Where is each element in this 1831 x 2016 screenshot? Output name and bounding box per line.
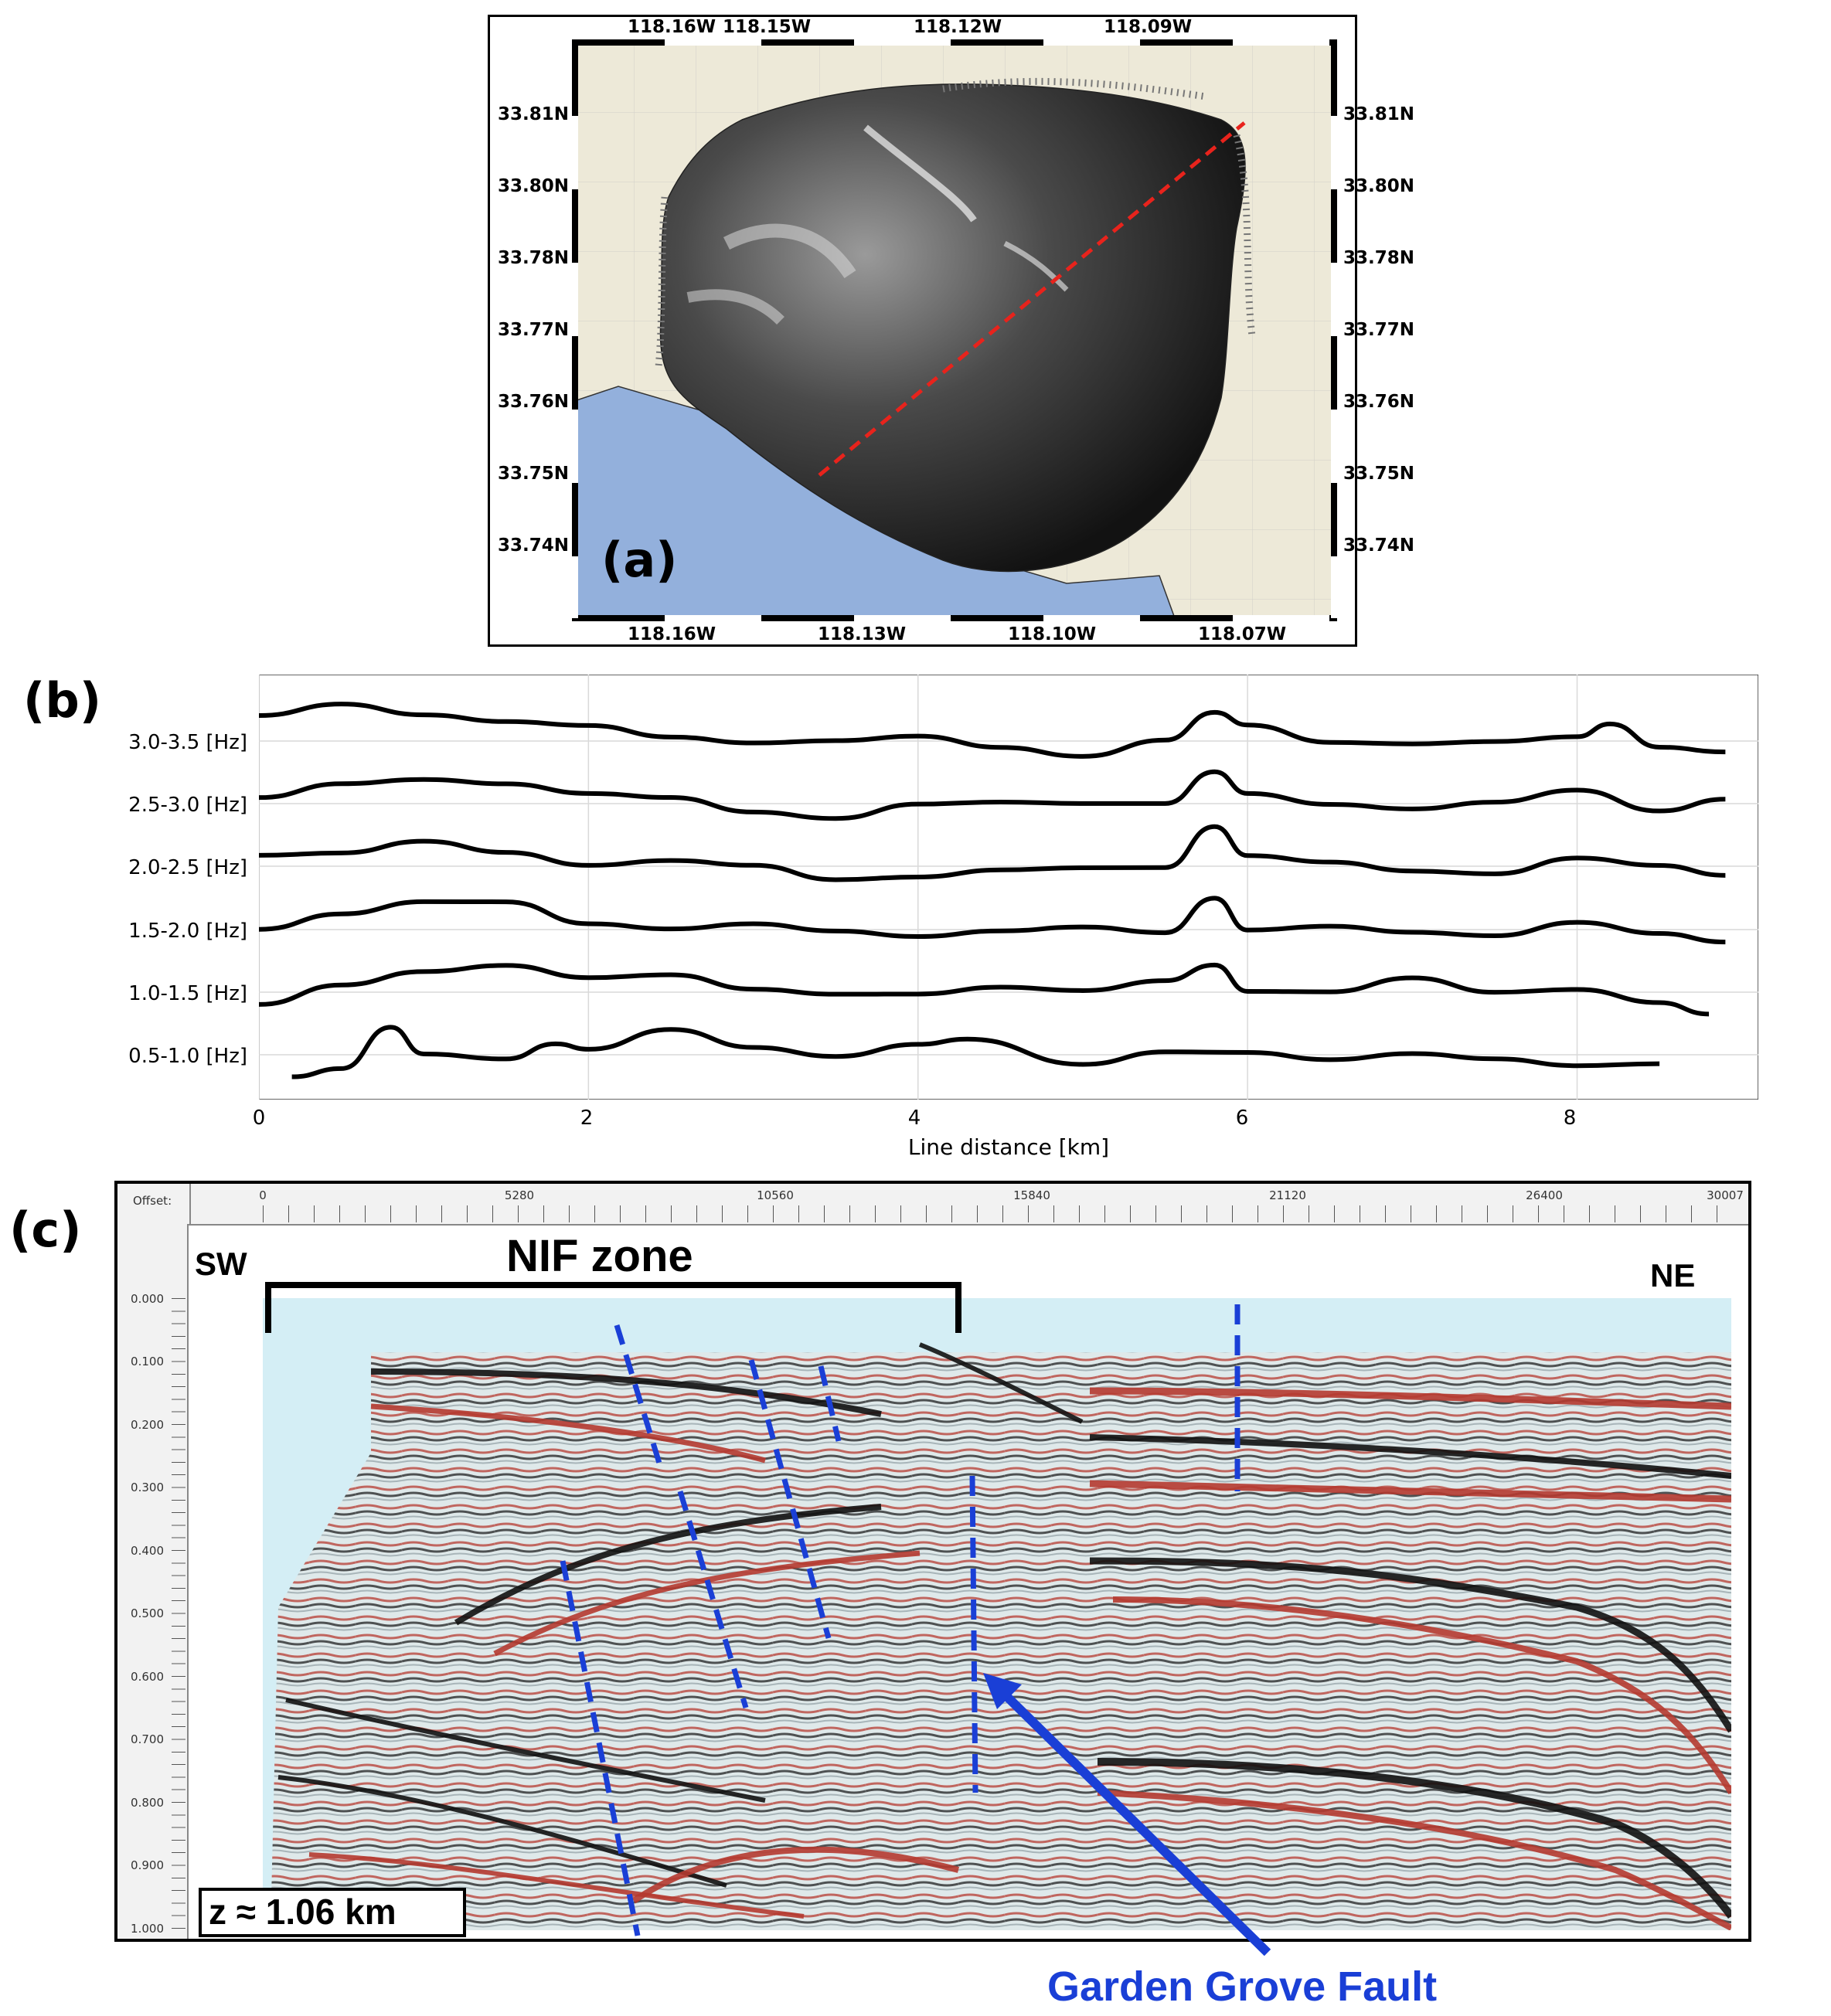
lon-tick-top: 118.09W (1104, 17, 1193, 37)
depth-tick: 0.000 (131, 1292, 164, 1306)
fault-label: Garden Grove Fault (1047, 1963, 1438, 2010)
panel-a-frame (488, 15, 1357, 647)
profile-series-line (259, 962, 1710, 1017)
lat-tick-right: 33.81N (1343, 104, 1414, 124)
offset-ruler-ticks (263, 1205, 1731, 1222)
lat-tick-left: 33.75N (498, 464, 569, 484)
x-tick-label: 2 (580, 1107, 594, 1130)
offset-tick: 26400 (1526, 1188, 1563, 1202)
depth-note: z ≈ 1.06 km (209, 1892, 396, 1932)
lat-tick-left: 33.76N (498, 392, 569, 412)
lon-tick-top: 118.12W (914, 17, 1002, 37)
x-tick-label: 4 (907, 1107, 921, 1130)
map-border-top (572, 39, 1337, 46)
profile-series-line (259, 702, 1726, 759)
lon-tick-top: 118.16W (628, 17, 716, 37)
reflector-band (1089, 1480, 1731, 1503)
panel-c-letter: (c) (9, 1202, 82, 1258)
reflector-band (918, 1342, 1084, 1424)
depth-tick: 0.900 (131, 1858, 164, 1872)
offset-tick: 10560 (757, 1188, 794, 1202)
offset-tick: 0 (259, 1188, 267, 1202)
x-tick-label: 8 (1563, 1107, 1577, 1130)
ne-label: NE (1650, 1257, 1696, 1294)
lon-tick-bottom: 118.13W (818, 624, 907, 644)
offset-tick: 5280 (504, 1188, 535, 1202)
offset-tick: 21120 (1269, 1188, 1306, 1202)
reflector-band (631, 1846, 960, 1904)
reflector-band (1112, 1596, 1731, 1795)
seismic-image (659, 83, 1246, 573)
band-label: 1.5-2.0 [Hz] (128, 920, 247, 943)
reflector-band (1089, 1434, 1731, 1479)
profile-line (818, 121, 1246, 477)
profile-series-line (259, 896, 1726, 945)
x-tick-label: 6 (1235, 1107, 1249, 1130)
band-label: 3.0-3.5 [Hz] (128, 731, 247, 754)
map-border-left (572, 42, 578, 618)
band-label: 1.0-1.5 [Hz] (128, 982, 247, 1005)
depth-tick: 0.800 (131, 1796, 164, 1810)
depth-tick: 0.500 (131, 1606, 164, 1620)
depth-ruler-ticks (172, 1298, 185, 1930)
map-border-right (1331, 42, 1337, 618)
lat-tick-right: 33.77N (1343, 320, 1414, 340)
depth-tick: 0.700 (131, 1732, 164, 1746)
depth-tick: 0.300 (131, 1481, 164, 1494)
lat-tick-left: 33.80N (498, 176, 569, 196)
map-border-bottom (572, 615, 1337, 621)
offset-label: Offset: (133, 1194, 172, 1208)
depth-tick: 0.200 (131, 1418, 164, 1432)
lat-tick-left: 33.77N (498, 320, 569, 340)
panel-a-letter: (a) (601, 532, 678, 588)
nif-zone-label: NIF zone (506, 1231, 693, 1281)
reflector-band (308, 1852, 805, 1919)
lat-tick-right: 33.74N (1343, 535, 1414, 556)
lat-tick-right: 33.76N (1343, 392, 1414, 412)
reflector-band (277, 1775, 727, 1888)
x-tick-label: 0 (252, 1107, 266, 1130)
lat-tick-right: 33.78N (1343, 248, 1414, 268)
lat-tick-left: 33.81N (498, 104, 569, 124)
lat-tick-left: 33.74N (498, 535, 569, 556)
depth-tick: 1.000 (131, 1922, 164, 1936)
map-ocean (572, 386, 1175, 618)
lat-tick-left: 33.78N (498, 248, 569, 268)
sw-label: SW (195, 1246, 247, 1282)
band-label: 0.5-1.0 [Hz] (128, 1045, 247, 1068)
panel-b-letter: (b) (23, 672, 102, 729)
lon-tick-bottom: 118.16W (628, 624, 716, 644)
band-label: 2.0-2.5 [Hz] (128, 856, 247, 879)
map-canvas (572, 42, 1337, 618)
profile-series-line (259, 824, 1726, 882)
depth-tick: 0.100 (131, 1355, 164, 1368)
reflector-band (370, 1403, 766, 1464)
depth-note-box (199, 1888, 466, 1937)
profile-series-line (259, 769, 1726, 821)
x-axis-label: Line distance [km] (907, 1134, 1110, 1160)
lon-tick-bottom: 118.07W (1198, 624, 1287, 644)
profile-plot (259, 675, 1758, 1100)
seismic-section (263, 1298, 1731, 1930)
reflector-band (285, 1698, 766, 1803)
lat-tick-right: 33.75N (1343, 464, 1414, 484)
lon-tick-bottom: 118.10W (1008, 624, 1097, 644)
reflector-band (1089, 1387, 1731, 1410)
depth-tick: 0.600 (131, 1670, 164, 1684)
offset-ruler-separator (189, 1184, 191, 1224)
lon-tick-top: 118.15W (723, 17, 812, 37)
offset-tick: 15840 (1013, 1188, 1050, 1202)
profile-series-line (291, 1025, 1660, 1079)
offset-tick: 30007 (1707, 1188, 1744, 1202)
depth-tick: 0.400 (131, 1544, 164, 1558)
reflector-band (1089, 1557, 1731, 1733)
band-label: 2.5-3.0 [Hz] (128, 794, 247, 817)
lat-tick-right: 33.80N (1343, 176, 1414, 196)
